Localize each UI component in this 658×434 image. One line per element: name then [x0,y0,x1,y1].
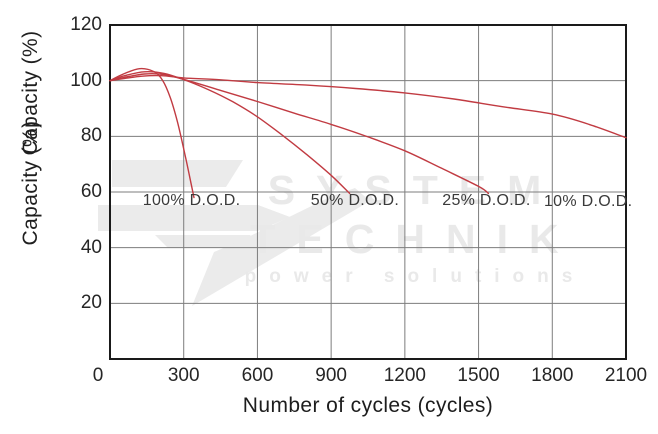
y-axis-title-echo: Capacity (%) [19,30,42,156]
x-tick-label-1500: 1500 [457,365,500,386]
x-axis-title: Number of cycles (cycles) [242,394,494,417]
x-tick-label-1200: 1200 [383,365,426,386]
x-tick-label-2100: 2100 [604,365,648,386]
curve-50-d-o-d [109,70,351,195]
curves [109,67,627,199]
watermark: SYSTEM TECHNIK power solutions [98,160,586,306]
y-tick-label-60: 60 [80,181,102,202]
x-tick-label-300: 300 [167,365,200,386]
series-label-100-d-o-d: 100% D.O.D. [142,191,241,209]
watermark-line-3: power solutions [245,266,586,287]
series-label-25-d-o-d: 25% D.O.D. [442,191,531,209]
plot-border [109,24,627,360]
x-tick-label-0: 0 [92,365,104,386]
series-label-10-d-o-d: 10% D.O.D. [543,192,633,210]
system-technik-logo-icon [98,160,370,306]
curve-100-d-o-d [109,67,195,199]
x-tick-label-900: 900 [315,365,347,386]
x-tick-label-600: 600 [241,365,274,386]
y-tick-label-120: 120 [70,14,102,35]
x-tick-label-1800: 1800 [531,365,574,386]
curve-10-d-o-d [109,74,627,139]
y-tick-label-80: 80 [80,125,102,147]
y-tick-label-20: 20 [80,292,102,314]
y-tick-label-100: 100 [70,69,102,91]
y-tick-label-40: 40 [80,236,102,258]
curve-25-d-o-d [109,72,490,195]
watermark-line-2: TECHNIK [250,216,579,262]
series-label-50-d-o-d: 50% D.O.D. [310,191,400,209]
